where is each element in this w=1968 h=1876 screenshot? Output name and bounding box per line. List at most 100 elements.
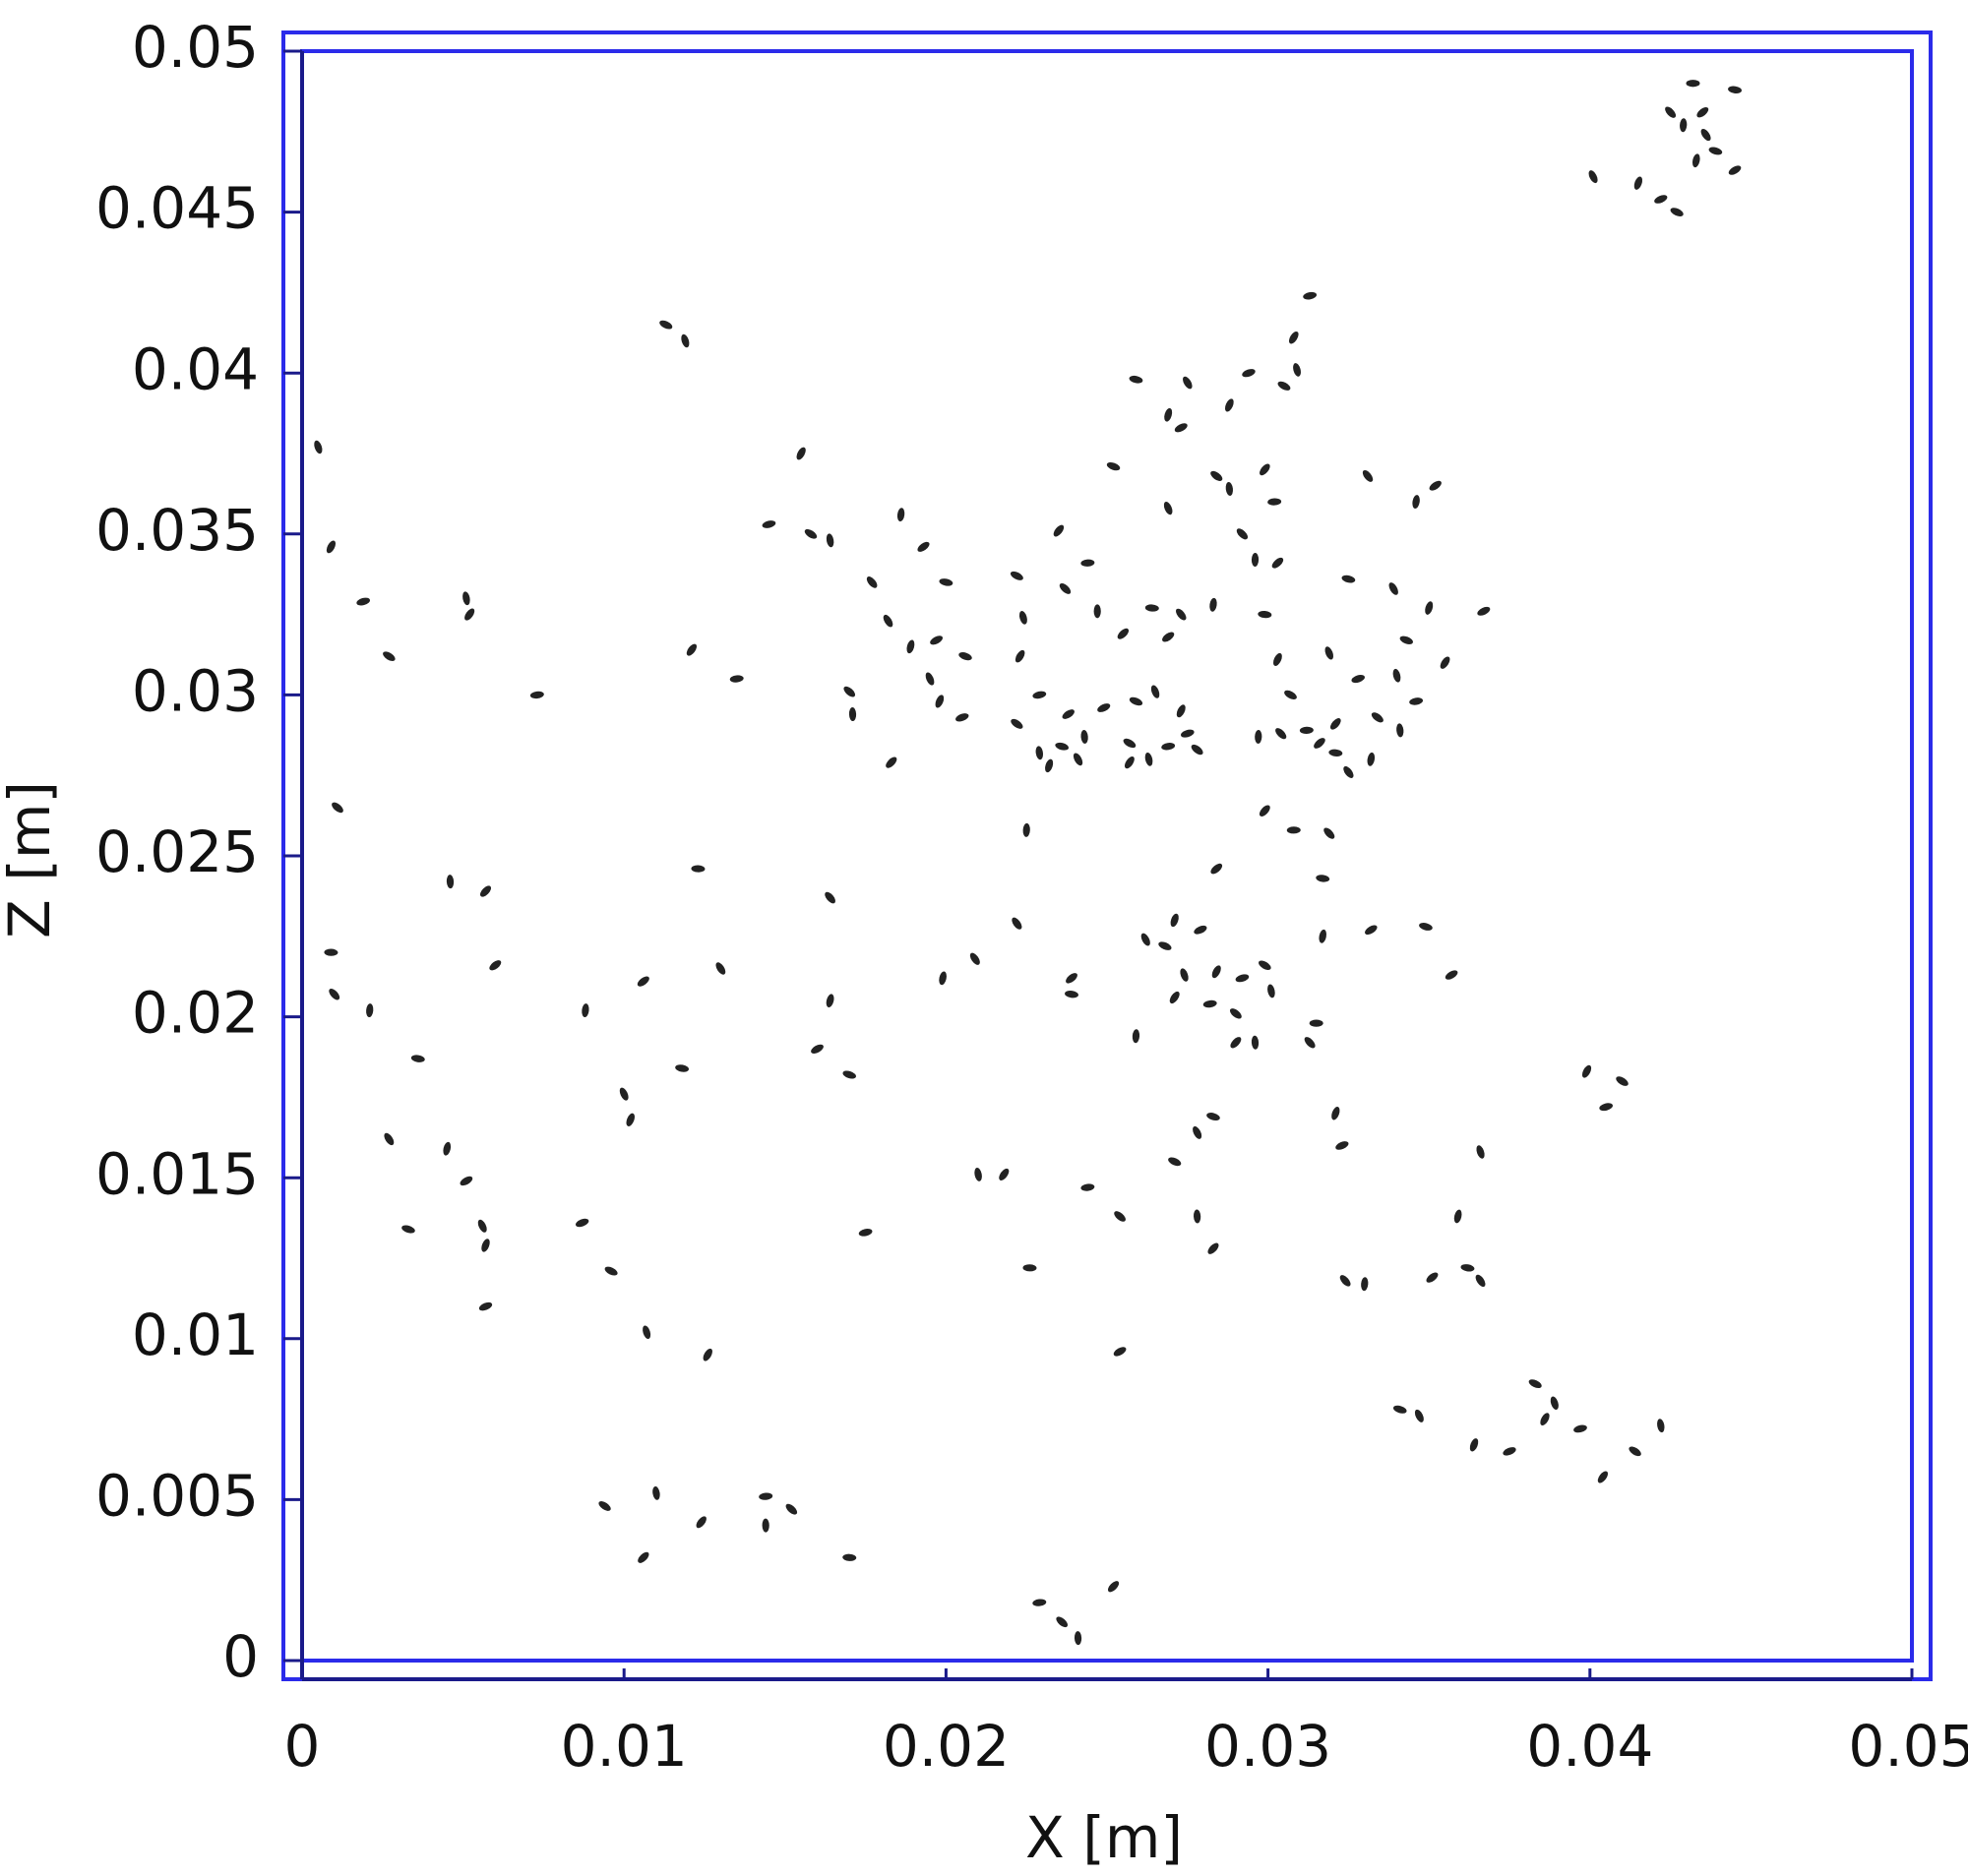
particle bbox=[619, 1087, 629, 1101]
particle bbox=[1074, 1631, 1082, 1646]
particle bbox=[1314, 738, 1325, 749]
particle bbox=[1657, 1419, 1665, 1433]
particle bbox=[762, 520, 776, 528]
particle bbox=[1388, 582, 1398, 595]
particle bbox=[384, 1132, 395, 1146]
particle bbox=[1392, 1405, 1407, 1414]
particle bbox=[958, 652, 972, 661]
y-axis-label: Z [m] bbox=[0, 781, 63, 938]
particle bbox=[1150, 685, 1160, 698]
particle bbox=[1015, 649, 1025, 663]
particle bbox=[762, 1518, 769, 1533]
particle bbox=[1665, 106, 1677, 118]
particle bbox=[1528, 1379, 1542, 1389]
particle bbox=[935, 695, 945, 708]
particle bbox=[1206, 1113, 1220, 1120]
particle bbox=[1162, 632, 1175, 642]
particle bbox=[356, 597, 370, 606]
particle bbox=[917, 541, 930, 552]
particle bbox=[460, 1176, 473, 1186]
particle bbox=[637, 976, 649, 987]
particle bbox=[1211, 965, 1221, 979]
particle bbox=[1163, 502, 1173, 515]
particle bbox=[1059, 582, 1072, 594]
particle bbox=[1284, 690, 1297, 700]
particle bbox=[1414, 1409, 1424, 1422]
particle bbox=[1056, 1616, 1068, 1628]
particle bbox=[1419, 923, 1433, 931]
particle bbox=[1680, 118, 1688, 133]
particle bbox=[479, 885, 492, 897]
particle bbox=[1117, 628, 1130, 639]
particle bbox=[1309, 1019, 1323, 1027]
particle bbox=[1251, 552, 1260, 567]
particle bbox=[329, 988, 340, 1000]
particle bbox=[1062, 709, 1075, 719]
particle bbox=[1235, 974, 1250, 983]
y-tick-label: 0.05 bbox=[132, 14, 259, 81]
particle bbox=[446, 875, 455, 889]
particle bbox=[1080, 559, 1095, 567]
particle bbox=[604, 1266, 618, 1276]
particle bbox=[462, 591, 470, 606]
particle bbox=[1114, 1211, 1126, 1222]
particle bbox=[324, 948, 338, 956]
particle bbox=[1022, 822, 1030, 837]
y-tick-label: 0.02 bbox=[132, 980, 259, 1047]
particle bbox=[1339, 1275, 1351, 1287]
particle bbox=[1073, 753, 1083, 766]
particle bbox=[1209, 597, 1217, 612]
particle bbox=[643, 1325, 651, 1340]
particle bbox=[1453, 1209, 1462, 1224]
particle bbox=[696, 1516, 707, 1529]
particle bbox=[1230, 1037, 1242, 1049]
particle bbox=[1012, 917, 1022, 930]
particle bbox=[1045, 758, 1054, 773]
y-tick-label: 0.03 bbox=[132, 658, 259, 725]
particle bbox=[1164, 407, 1173, 422]
particle bbox=[759, 1492, 773, 1500]
particle bbox=[1113, 1347, 1127, 1357]
particle bbox=[652, 1485, 660, 1500]
particle bbox=[1460, 1264, 1475, 1272]
particle bbox=[1183, 376, 1193, 390]
particle bbox=[1409, 697, 1424, 705]
particle bbox=[598, 1501, 611, 1511]
particle bbox=[1158, 941, 1172, 950]
particle bbox=[1251, 1035, 1260, 1050]
particle bbox=[1475, 1274, 1486, 1288]
particle bbox=[481, 1239, 490, 1252]
particle bbox=[1267, 498, 1282, 506]
particle bbox=[842, 1553, 857, 1561]
particle bbox=[1440, 656, 1450, 669]
particle bbox=[1477, 606, 1491, 616]
particle bbox=[1686, 80, 1700, 88]
particle bbox=[866, 576, 878, 588]
particle bbox=[1093, 604, 1101, 619]
particle bbox=[1132, 1029, 1140, 1044]
particle bbox=[1399, 635, 1413, 644]
particle bbox=[1700, 128, 1711, 142]
particle bbox=[1207, 1242, 1219, 1254]
particle bbox=[1328, 749, 1343, 756]
particle bbox=[1343, 765, 1354, 778]
particle bbox=[886, 756, 897, 768]
plot-frame bbox=[300, 49, 1914, 1663]
particle bbox=[703, 1348, 712, 1362]
particle bbox=[843, 686, 856, 697]
particle bbox=[1055, 742, 1070, 751]
particle bbox=[1032, 1599, 1047, 1606]
particle bbox=[1293, 363, 1301, 377]
particle bbox=[675, 1064, 690, 1072]
particle bbox=[1080, 729, 1088, 744]
particle bbox=[1260, 463, 1270, 476]
particle bbox=[1107, 1581, 1120, 1593]
particle bbox=[1124, 756, 1135, 769]
particle bbox=[1144, 752, 1153, 766]
particle bbox=[477, 1219, 487, 1233]
particle bbox=[1633, 176, 1643, 190]
particle bbox=[1708, 147, 1723, 155]
particle bbox=[896, 508, 905, 522]
particle bbox=[804, 528, 818, 539]
